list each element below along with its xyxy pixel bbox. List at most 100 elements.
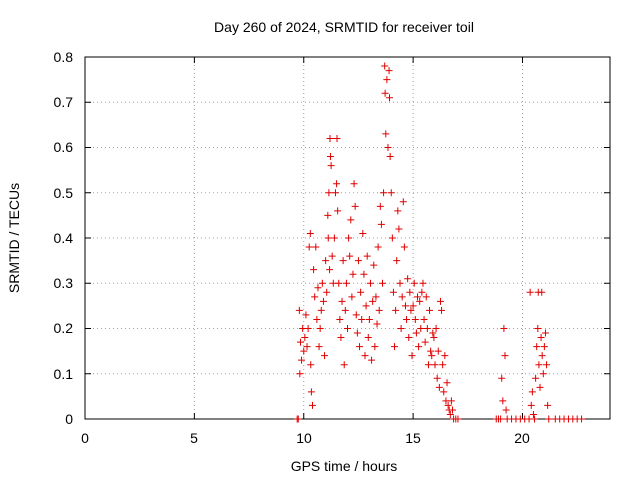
x-tick-label: 10 [296,430,312,446]
data-point [363,252,371,260]
data-point [498,374,506,382]
data-point [364,334,372,342]
data-point [347,216,355,224]
data-point [294,415,302,423]
data-point [368,356,376,364]
data-point [344,325,351,332]
axis-ticks [84,56,610,420]
data-point [349,270,357,278]
data-point [302,311,310,319]
data-point [418,288,426,296]
data-point [380,189,388,197]
data-point [532,374,540,382]
y-tick-label: 0.1 [54,366,74,382]
data-point [324,234,332,242]
data-point [426,306,434,314]
data-point [526,288,534,296]
data-point [392,306,400,314]
data-point [544,401,552,409]
data-point [417,325,425,332]
data-point [383,76,391,84]
data-point [543,361,551,369]
data-point [322,257,330,265]
data-point [398,293,406,301]
data-point [298,356,306,364]
data-point [440,388,448,396]
y-tick-label: 0.3 [54,275,74,291]
data-point [393,257,401,265]
data-point [541,329,549,337]
data-point [334,207,342,215]
data-point [331,189,339,197]
data-point [304,325,312,332]
data-point [307,361,315,369]
x-tick-label: 5 [190,430,198,446]
data-point [449,406,456,414]
data-point [436,297,444,305]
data-point [397,325,405,332]
data-point [325,189,333,197]
data-point [427,347,435,355]
data-point [424,361,432,369]
data-point [348,293,356,301]
data-point [536,383,544,391]
data-point [341,306,349,314]
data-point [499,397,507,405]
data-point [306,229,314,237]
data-point [404,275,412,283]
data-point [374,243,382,251]
data-point [313,315,321,323]
data-point [538,288,546,296]
data-point [415,343,423,351]
grid-lines [85,57,610,419]
data-point [328,252,336,260]
data-point [533,343,541,351]
data-point [443,379,451,387]
data-point [408,352,416,360]
data-point [399,198,407,206]
y-axis-label: SRMTID / TECUs [6,183,22,293]
data-point [409,302,417,310]
data-point [337,334,345,342]
data-point [321,352,329,360]
data-point [300,347,308,355]
data-point [318,279,326,287]
data-point [539,370,547,378]
data-point [359,229,367,237]
data-point [395,225,403,233]
data-point [315,343,323,351]
data-point [336,315,344,323]
data-point [295,306,303,314]
data-point [338,297,346,305]
data-point [317,306,325,314]
data-point [376,202,384,210]
data-point [312,243,320,251]
y-tick-label: 0.8 [54,49,74,65]
data-point [441,352,449,360]
data-point [537,334,545,342]
data-point [335,279,343,287]
x-axis-label: GPS time / hours [291,458,398,474]
data-point [357,288,365,296]
data-point [391,343,399,351]
data-point [389,288,397,296]
data-point [406,288,414,296]
data-point [361,352,369,360]
data-point [362,302,370,310]
data-point [330,234,338,242]
data-point [340,361,348,369]
data-point [416,297,424,305]
data-point [324,211,332,219]
data-point [327,162,335,170]
data-point [394,207,402,215]
y-tick-label: 0.5 [54,185,74,201]
data-point [323,288,331,296]
data-point [578,415,586,423]
data-point [538,352,546,360]
data-point [529,410,537,418]
data-point [414,293,421,301]
data-point [305,243,313,251]
data-point [400,243,408,251]
